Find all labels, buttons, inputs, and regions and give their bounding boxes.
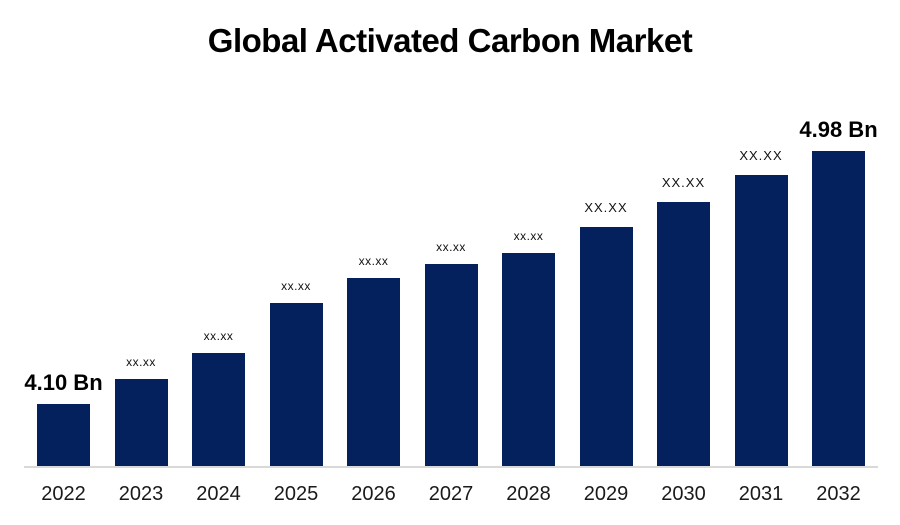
bar-2023 xyxy=(114,379,168,467)
bar-column-2025: xx.xx xyxy=(269,279,323,467)
x-axis-line xyxy=(24,466,878,468)
bar-column-2031: XX.XX xyxy=(734,148,788,467)
bar-value-label-2022: 4.10 Bn xyxy=(24,370,103,395)
bar-2022 xyxy=(37,404,90,467)
x-tick-2023: 2023 xyxy=(118,483,164,505)
x-axis-tick-row: 2022 2023 2024 2025 2026 2027 2028 2029 2030 2031… xyxy=(37,483,865,505)
x-tick-2025: 2025 xyxy=(273,483,319,505)
x-tick-2022: 2022 xyxy=(41,483,86,505)
bar-column-2026: xx.xx xyxy=(347,255,400,467)
bar-2026 xyxy=(347,278,400,467)
bar-column-2030: XX.XX xyxy=(657,176,710,467)
x-tick-2029: 2029 xyxy=(583,483,629,505)
bar-value-label-2031: XX.XX xyxy=(739,148,783,163)
bar-column-2024: xx.xx xyxy=(192,330,245,467)
bar-2028 xyxy=(502,253,555,467)
x-tick-2024: 2024 xyxy=(196,483,241,505)
bar-value-label-2028: xx.xx xyxy=(513,229,544,243)
bar-value-label-2027: xx.xx xyxy=(436,240,466,254)
x-tick-2030: 2030 xyxy=(661,483,706,505)
x-tick-2032: 2032 xyxy=(816,483,861,505)
x-tick-2026: 2026 xyxy=(351,483,396,505)
bar-value-label-2032: 4.98 Bn xyxy=(799,117,878,142)
bar-column-2029: XX.XX xyxy=(579,200,633,467)
bar-column-2032: 4.98 Bn xyxy=(799,119,878,467)
bar-2024 xyxy=(192,353,245,467)
x-tick-2028: 2028 xyxy=(506,483,551,505)
bar-value-label-2025: xx.xx xyxy=(281,279,311,293)
bars-row: 4.10 Bn xx.xx xx.xx xx.xx xx.xx xx.xx xx.xx XX.… xyxy=(24,119,878,467)
chart-title: Global Activated Carbon Market xyxy=(207,22,693,59)
bar-2030 xyxy=(657,202,710,467)
bar-value-label-2029: XX.XX xyxy=(584,200,628,215)
bar-value-label-2030: XX.XX xyxy=(661,175,706,190)
bar-value-label-2023: xx.xx xyxy=(126,355,156,369)
bar-column-2028: xx.xx xyxy=(502,230,555,467)
bar-2029 xyxy=(579,227,633,467)
x-tick-2027: 2027 xyxy=(428,483,474,505)
x-tick-2031: 2031 xyxy=(738,483,784,505)
bar-value-label-2024: xx.xx xyxy=(203,329,234,343)
bar-2027 xyxy=(424,264,478,467)
bar-2031 xyxy=(734,175,788,467)
bar-2025 xyxy=(269,303,323,467)
bar-column-2023: xx.xx xyxy=(114,355,168,467)
bar-value-label-2026: xx.xx xyxy=(358,254,389,268)
bar-column-2027: xx.xx xyxy=(424,240,478,467)
bar-column-2022: 4.10 Bn xyxy=(24,372,103,467)
bar-2032 xyxy=(812,151,865,467)
